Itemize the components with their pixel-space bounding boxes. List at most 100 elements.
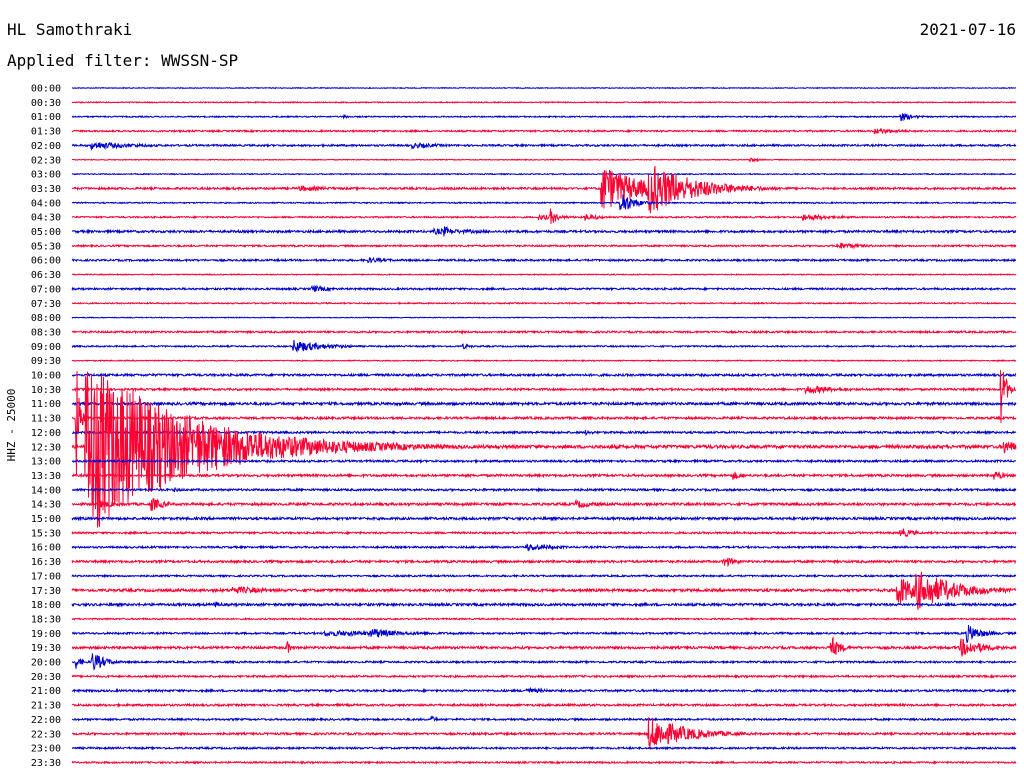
trace-03-00 bbox=[71, 172, 1017, 176]
trace-04-00 bbox=[71, 194, 1017, 211]
trace-20-00 bbox=[71, 653, 1017, 671]
time-label-08-30: 08:30 bbox=[31, 327, 61, 338]
trace-08-30 bbox=[71, 329, 1017, 335]
time-label-11-30: 11:30 bbox=[31, 414, 61, 425]
time-label-08-00: 08:00 bbox=[31, 313, 61, 324]
trace-04-30 bbox=[71, 208, 1017, 224]
channel-label: HHZ - 25000 bbox=[5, 389, 18, 462]
time-label-09-00: 09:00 bbox=[31, 342, 61, 353]
time-label-17-30: 17:30 bbox=[31, 586, 61, 597]
time-label-19-30: 19:30 bbox=[31, 643, 61, 654]
trace-14-30 bbox=[71, 498, 1017, 511]
time-label-01-30: 01:30 bbox=[31, 127, 61, 138]
trace-22-00 bbox=[71, 715, 1017, 723]
time-label-11-00: 11:00 bbox=[31, 399, 61, 410]
trace-07-00 bbox=[71, 284, 1017, 293]
trace-16-30 bbox=[71, 557, 1017, 568]
trace-06-00 bbox=[71, 256, 1017, 264]
trace-17-30 bbox=[71, 571, 1017, 610]
trace-03-30 bbox=[71, 165, 1017, 214]
trace-18-00 bbox=[71, 601, 1017, 608]
trace-19-00 bbox=[71, 624, 1017, 644]
trace-02-00 bbox=[71, 141, 1017, 151]
time-label-23-30: 23:30 bbox=[31, 758, 61, 769]
time-label-18-00: 18:00 bbox=[31, 600, 61, 611]
trace-22-30 bbox=[71, 717, 1017, 748]
time-label-15-00: 15:00 bbox=[31, 514, 61, 525]
time-label-06-00: 06:00 bbox=[31, 256, 61, 267]
trace-08-00 bbox=[71, 316, 1017, 319]
time-label-16-00: 16:00 bbox=[31, 543, 61, 554]
trace-10-00 bbox=[71, 372, 1017, 378]
trace-00-00 bbox=[71, 86, 1017, 90]
time-label-12-30: 12:30 bbox=[31, 442, 61, 453]
trace-15-00 bbox=[71, 515, 1017, 522]
time-label-02-00: 02:00 bbox=[31, 141, 61, 152]
trace-13-00 bbox=[71, 458, 1017, 464]
time-label-20-30: 20:30 bbox=[31, 672, 61, 683]
time-label-14-30: 14:30 bbox=[31, 500, 61, 511]
time-label-23-00: 23:00 bbox=[31, 744, 61, 755]
time-label-10-00: 10:00 bbox=[31, 371, 61, 382]
trace-09-00 bbox=[71, 339, 1017, 353]
station-title: HL Samothraki bbox=[7, 20, 133, 39]
trace-12-30 bbox=[71, 371, 1017, 528]
trace-group bbox=[71, 86, 1017, 765]
trace-23-00 bbox=[71, 745, 1017, 751]
trace-16-00 bbox=[71, 543, 1017, 552]
trace-20-30 bbox=[71, 673, 1017, 679]
trace-21-00 bbox=[71, 686, 1017, 694]
record-date: 2021-07-16 bbox=[919, 20, 1016, 39]
time-label-22-30: 22:30 bbox=[31, 729, 61, 740]
time-label-13-00: 13:00 bbox=[31, 457, 61, 468]
trace-05-30 bbox=[71, 242, 1017, 250]
time-label-18-30: 18:30 bbox=[31, 614, 61, 625]
trace-21-30 bbox=[71, 702, 1017, 708]
trace-09-30 bbox=[71, 359, 1017, 363]
time-label-13-30: 13:30 bbox=[31, 471, 61, 482]
time-label-02-30: 02:30 bbox=[31, 155, 61, 166]
trace-06-30 bbox=[71, 273, 1017, 277]
trace-18-30 bbox=[71, 616, 1017, 621]
time-label-04-00: 04:00 bbox=[31, 198, 61, 209]
time-label-10-30: 10:30 bbox=[31, 385, 61, 396]
applied-filter-label: Applied filter: WWSSN-SP bbox=[7, 51, 239, 70]
time-label-19-00: 19:00 bbox=[31, 629, 61, 640]
time-label-15-30: 15:30 bbox=[31, 528, 61, 539]
time-label-12-00: 12:00 bbox=[31, 428, 61, 439]
time-label-17-00: 17:00 bbox=[31, 571, 61, 582]
time-label-05-00: 05:00 bbox=[31, 227, 61, 238]
trace-02-30 bbox=[71, 157, 1017, 163]
time-label-03-30: 03:30 bbox=[31, 184, 61, 195]
time-label-21-00: 21:00 bbox=[31, 686, 61, 697]
time-label-21-30: 21:30 bbox=[31, 701, 61, 712]
time-label-07-30: 07:30 bbox=[31, 299, 61, 310]
time-label-00-00: 00:00 bbox=[31, 84, 61, 95]
trace-23-30 bbox=[71, 760, 1017, 765]
trace-11-00 bbox=[71, 400, 1017, 407]
trace-10-30 bbox=[71, 370, 1017, 424]
time-label-04-30: 04:30 bbox=[31, 213, 61, 224]
trace-05-00 bbox=[71, 225, 1017, 237]
time-label-03-00: 03:00 bbox=[31, 170, 61, 181]
time-label-06-30: 06:30 bbox=[31, 270, 61, 281]
trace-01-00 bbox=[71, 113, 1017, 122]
trace-14-00 bbox=[71, 486, 1017, 493]
time-label-20-00: 20:00 bbox=[31, 658, 61, 669]
trace-17-00 bbox=[71, 573, 1016, 579]
time-label-09-30: 09:30 bbox=[31, 356, 61, 367]
trace-11-30 bbox=[71, 371, 1017, 476]
trace-19-30 bbox=[71, 636, 1017, 658]
time-label-22-00: 22:00 bbox=[31, 715, 61, 726]
trace-12-00 bbox=[71, 429, 1017, 437]
time-label-16-30: 16:30 bbox=[31, 557, 61, 568]
trace-13-30 bbox=[71, 471, 1017, 480]
trace-00-30 bbox=[71, 100, 1017, 104]
time-label-01-00: 01:00 bbox=[31, 112, 61, 123]
trace-15-30 bbox=[71, 528, 1017, 538]
trace-01-30 bbox=[71, 127, 1017, 135]
time-label-group: 00:00 00:30 01:00 01:30 02:00 02:30 03:00 03:30… bbox=[31, 84, 61, 769]
time-label-05-30: 05:30 bbox=[31, 241, 61, 252]
time-label-00-30: 00:30 bbox=[31, 98, 61, 109]
